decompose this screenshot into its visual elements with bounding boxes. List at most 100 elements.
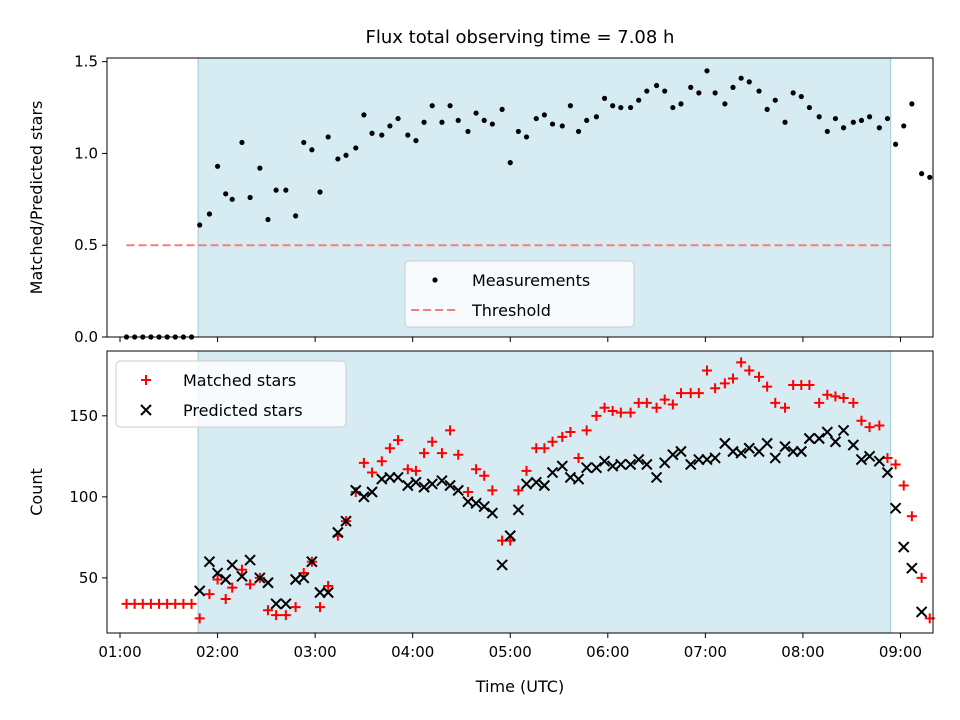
x-tick-label: 06:00 <box>586 643 629 661</box>
x-tick-label: 01:00 <box>98 643 141 661</box>
predicted-star-marker <box>863 450 876 463</box>
matched-star-marker <box>675 388 686 399</box>
matched-star-marker <box>280 610 291 621</box>
matched-star-marker <box>204 589 215 600</box>
measurement-point <box>824 128 830 135</box>
matched-star-marker <box>906 511 917 522</box>
matched-star-marker <box>521 465 532 476</box>
predicted-star-marker <box>779 440 791 453</box>
matched-star-marker <box>591 410 602 421</box>
legend-label: Measurements <box>472 271 590 290</box>
measurement-point <box>273 187 279 193</box>
measurement-point <box>850 119 856 125</box>
predicted-star-marker <box>813 432 825 445</box>
matched-star-marker <box>641 397 652 408</box>
matched-star-marker <box>315 602 326 613</box>
measurement-point <box>325 134 331 140</box>
predicted-star-marker <box>211 567 224 579</box>
matched-star-marker <box>245 579 256 590</box>
matched-star-marker <box>479 470 490 481</box>
predicted-star-marker <box>306 555 318 568</box>
matched-star-marker <box>780 402 791 413</box>
predicted-star-marker <box>615 458 627 471</box>
predicted-star-marker <box>889 502 902 514</box>
predicted-star-marker <box>298 572 310 584</box>
measurement-point <box>610 103 616 109</box>
x-tick-label: 08:00 <box>781 643 824 661</box>
measurement-point <box>866 114 873 120</box>
measurement-point <box>688 84 694 90</box>
predicted-star-marker <box>546 466 559 479</box>
measurement-point <box>541 112 547 118</box>
measurement-point <box>197 222 203 228</box>
predicted-star-marker <box>795 445 808 458</box>
matched-star-marker <box>607 405 618 416</box>
predicted-star-marker <box>624 458 637 471</box>
predicted-star-marker <box>504 530 516 542</box>
measurement-point <box>790 90 796 96</box>
matched-star-marker <box>599 402 610 413</box>
matched-star-marker <box>625 407 636 418</box>
predicted-star-marker <box>358 491 370 503</box>
measurement-point <box>601 95 608 101</box>
measurement-point <box>772 97 778 103</box>
measurement-point <box>730 84 736 90</box>
y-tick-label: 1.0 <box>74 144 98 162</box>
measurement-point <box>214 163 221 169</box>
measurement-point <box>798 93 804 100</box>
matched-star-marker <box>298 568 309 579</box>
axes-frame <box>106 57 934 338</box>
measurement-point <box>764 106 770 112</box>
y-tick-label: 0.5 <box>74 236 98 254</box>
predicted-star-marker <box>486 507 499 519</box>
predicted-star-marker <box>538 479 551 492</box>
matched-star-marker <box>890 459 901 470</box>
matched-star-marker <box>856 415 867 426</box>
predicted-star-marker <box>193 585 206 597</box>
legend-label: Predicted stars <box>183 401 303 420</box>
measurement-point <box>429 103 435 109</box>
predicted-star-marker <box>898 541 910 553</box>
legend-label: Threshold <box>471 301 551 320</box>
matched-star-marker <box>838 393 849 403</box>
predicted-star-marker <box>402 479 414 492</box>
predicted-star-marker <box>270 598 282 610</box>
measurement-point <box>395 115 401 122</box>
measurement-point <box>265 216 271 223</box>
measurement-point <box>816 114 822 120</box>
measurement-point <box>876 125 882 131</box>
measurement-point <box>636 97 642 103</box>
matched-star-marker <box>367 467 378 478</box>
x-axis-label: Time (UTC) <box>475 677 564 696</box>
measurement-point <box>712 90 718 96</box>
matched-star-marker <box>384 443 395 454</box>
matched-star-marker <box>227 582 238 593</box>
measurement-point <box>893 141 899 147</box>
matched-star-marker <box>916 572 927 583</box>
predicted-star-marker <box>350 484 362 497</box>
matched-star-marker <box>822 389 833 400</box>
measurement-point <box>247 194 253 201</box>
matched-star-marker <box>462 487 473 497</box>
matched-star-marker <box>804 380 815 391</box>
measurement-point <box>884 115 891 122</box>
measurement-point <box>387 123 393 129</box>
matched-star-marker <box>547 436 558 447</box>
predicted-star-marker <box>203 555 216 568</box>
x-tick-label: 07:00 <box>684 643 727 661</box>
measurement-point <box>369 130 375 136</box>
measurement-point <box>858 117 865 124</box>
measurement-point <box>593 114 600 120</box>
predicted-star-marker <box>829 436 842 448</box>
legend-label: Matched stars <box>183 371 296 390</box>
predicted-star-marker <box>685 458 697 471</box>
matched-star-marker <box>573 452 584 463</box>
measurement-point <box>832 115 839 122</box>
predicted-star-marker <box>452 484 464 497</box>
measurement-point <box>206 211 213 217</box>
measurement-point <box>413 137 419 144</box>
predicted-star-marker <box>650 471 663 484</box>
matched-star-marker <box>410 465 421 476</box>
measurement-point <box>806 104 813 111</box>
measurement-point <box>489 121 495 127</box>
